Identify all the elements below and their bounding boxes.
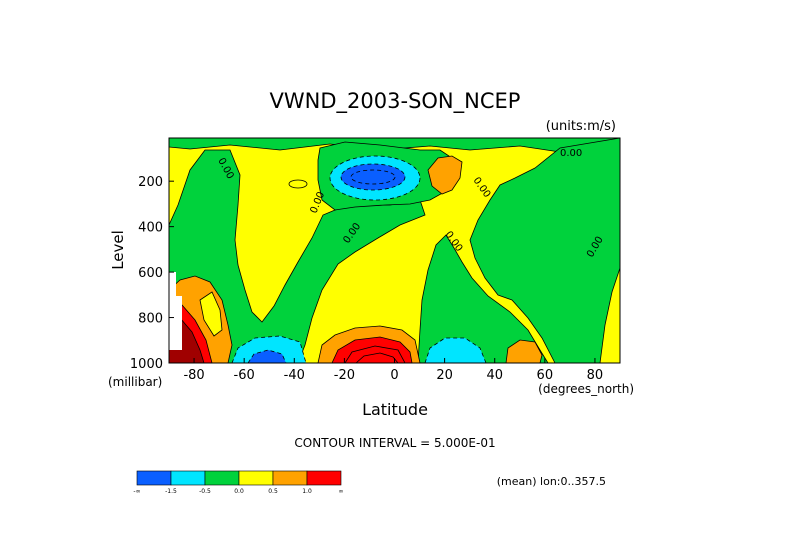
- x-tick-label: -60: [234, 368, 255, 383]
- x-tick-label: 20: [436, 368, 453, 383]
- colorbar: -∞ -1.5 -0.5 0.0 0.5 1.0 ∞: [133, 470, 344, 495]
- x-tick-label: 0: [390, 368, 398, 383]
- colorbar-swatch: [306, 470, 342, 486]
- colorbar-swatch: [170, 470, 206, 486]
- mean-text: (mean) lon:0..357.5: [497, 475, 606, 488]
- colorbar-swatch: [204, 470, 240, 486]
- colorbar-label: 0.5: [268, 488, 278, 495]
- units-label: (units:m/s): [546, 119, 616, 134]
- contour-field: [169, 138, 620, 363]
- x-axis: -80 -60 -40 -20 0 20 40 60 80: [183, 358, 603, 383]
- x-tick-label: -80: [183, 368, 204, 383]
- colorbar-label: ∞: [339, 488, 344, 495]
- x-tick-label: 60: [537, 368, 554, 383]
- y-tick-label: 400: [138, 221, 163, 236]
- colorbar-label: -0.5: [199, 488, 211, 495]
- y-axis-label: Level: [109, 230, 127, 270]
- y-tick-label: 800: [138, 312, 163, 327]
- contour-region-south-cyan: [231, 335, 307, 363]
- contour-region-antarctic-yellow: [199, 291, 223, 337]
- x-tick-label: 40: [486, 368, 503, 383]
- colorbar-swatch: [272, 470, 308, 486]
- colorbar-label: -∞: [133, 488, 140, 495]
- x-axis-label: Latitude: [362, 400, 428, 419]
- y-tick-label: 1000: [130, 357, 163, 372]
- colorbar-swatch: [136, 470, 172, 486]
- y-axis: 200 400 600 800 1000: [130, 175, 174, 372]
- colorbar-label: 1.0: [302, 488, 312, 495]
- contour-region-north-orange: [505, 339, 543, 363]
- terrain-mask: [169, 272, 182, 350]
- y-tick-label: 600: [138, 266, 163, 281]
- contour-line-surface-inner1: [344, 345, 406, 363]
- x-tick-label: 80: [587, 368, 604, 383]
- contour-region-jet-inner: [340, 163, 406, 191]
- contour-label: 0.00: [560, 148, 582, 159]
- contour-interval-text: CONTOUR INTERVAL = 5.000E-01: [294, 436, 495, 450]
- contour-region-jet-core: [350, 169, 396, 185]
- contour-region-small-yellow: [288, 179, 308, 189]
- contour-region-upper-orange: [427, 155, 463, 195]
- y-units-label: (millibar): [108, 375, 162, 389]
- contour-region-southern-green: [169, 149, 426, 363]
- colorbar-swatch: [238, 470, 274, 486]
- contour-region-right-green: [469, 138, 620, 363]
- chart-title: VWND_2003-SON_NCEP: [270, 89, 521, 114]
- y-tick-label: 200: [138, 175, 163, 190]
- x-units-label: (degrees_north): [538, 382, 634, 396]
- x-tick-label: -40: [284, 368, 305, 383]
- colorbar-label: 0.0: [234, 488, 244, 495]
- x-tick-label: -20: [334, 368, 355, 383]
- contour-region-south-blue: [247, 349, 287, 363]
- contour-region-north-cyan: [424, 337, 487, 363]
- colorbar-label: -1.5: [165, 488, 177, 495]
